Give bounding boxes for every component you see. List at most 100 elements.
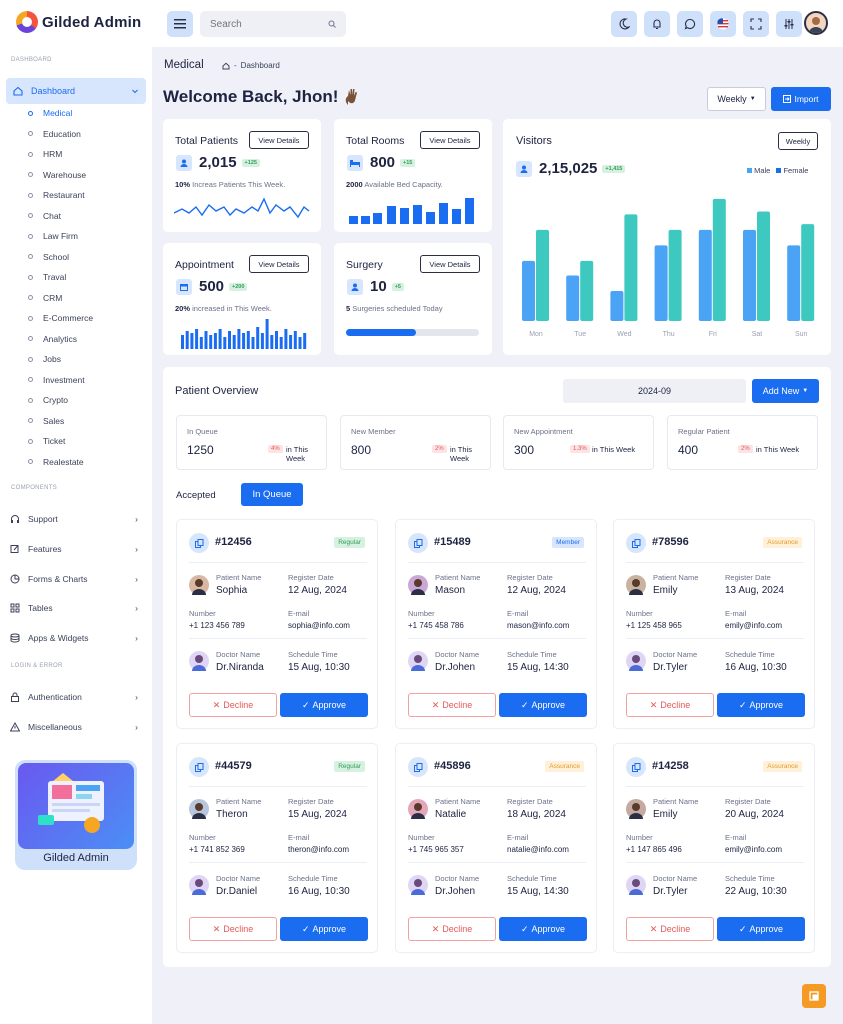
sidebar-subitem-sales[interactable]: Sales xyxy=(28,416,64,426)
approve-button[interactable]: ✓ Approve xyxy=(717,917,805,941)
decline-button[interactable]: ✕ Decline xyxy=(408,693,496,717)
search-input[interactable] xyxy=(210,18,310,30)
user-icon xyxy=(520,165,528,173)
bullet-icon xyxy=(28,459,33,464)
menu-toggle-button[interactable] xyxy=(167,11,193,37)
divider xyxy=(189,786,367,787)
patient-email[interactable]: mason@info.com xyxy=(507,621,570,630)
sidebar-item-tables[interactable]: Tables › xyxy=(10,603,138,613)
sidebar-item-dashboard[interactable]: Dashboard xyxy=(6,78,146,104)
sidebar-item-features[interactable]: Features › xyxy=(10,544,138,554)
sidebar-subitem-chat[interactable]: Chat xyxy=(28,211,61,221)
decline-button[interactable]: ✕ Decline xyxy=(626,693,714,717)
decline-button[interactable]: ✕ Decline xyxy=(626,917,714,941)
approve-button[interactable]: ✓ Approve xyxy=(499,917,587,941)
home-icon[interactable] xyxy=(222,62,230,70)
messages-button[interactable] xyxy=(677,11,703,37)
sidebar-subitem-hrm[interactable]: HRM xyxy=(28,149,62,159)
search-icon[interactable] xyxy=(328,20,336,28)
user-avatar[interactable] xyxy=(804,11,828,35)
approve-button[interactable]: ✓ Approve xyxy=(499,693,587,717)
date-picker[interactable]: 2024-09 xyxy=(563,379,746,403)
bell-icon xyxy=(653,19,661,30)
sidebar-subitem-warehouse[interactable]: Warehouse xyxy=(28,170,86,180)
visitors-bar-female xyxy=(712,198,726,321)
add-new-button[interactable]: Add New ▼ xyxy=(752,379,819,403)
sidebar-item-apps-widgets[interactable]: Apps & Widgets › xyxy=(10,633,138,643)
sidebar-subitem-e-commerce[interactable]: E-Commerce xyxy=(28,313,93,323)
check-icon: ✓ xyxy=(738,699,747,710)
sidebar-subitem-education[interactable]: Education xyxy=(28,129,81,139)
breadcrumb-item[interactable]: Dashboard xyxy=(240,61,280,70)
rooms-mini-bars xyxy=(349,198,474,224)
stat-number: 800 xyxy=(370,154,396,171)
x-tick-label: Tue xyxy=(574,331,586,338)
overview-stat-percent: 4% xyxy=(268,445,283,453)
patient-email[interactable]: emily@info.com xyxy=(725,621,783,630)
notifications-button[interactable] xyxy=(644,11,670,37)
language-button[interactable] xyxy=(710,11,736,37)
sidebar-subitem-law-firm[interactable]: Law Firm xyxy=(28,231,78,241)
patient-email[interactable]: theron@info.com xyxy=(288,845,350,854)
patient-email[interactable]: natalie@info.com xyxy=(507,845,569,854)
overview-stat-value: 1250 xyxy=(187,443,214,457)
approve-button[interactable]: ✓ Approve xyxy=(280,693,368,717)
divider xyxy=(626,562,804,563)
sidebar-subitem-analytics[interactable]: Analytics xyxy=(28,334,77,344)
overview-stat-label: New Appointment xyxy=(514,427,573,436)
approve-button[interactable]: ✓ Approve xyxy=(280,917,368,941)
sidebar-item-support[interactable]: Support › xyxy=(10,514,138,524)
room-icon-box xyxy=(347,155,363,171)
sidebar-subitem-school[interactable]: School xyxy=(28,252,69,262)
sidebar-subitem-restaurant[interactable]: Restaurant xyxy=(28,190,85,200)
register-date: 12 Aug, 2024 xyxy=(288,585,347,596)
period-dropdown[interactable]: Weekly ▼ xyxy=(707,87,766,111)
sidebar-subitem-ticket[interactable]: Ticket xyxy=(28,436,65,446)
view-details-button[interactable]: View Details xyxy=(420,131,480,149)
stat-note-text: Available Bed Capacity. xyxy=(364,180,443,189)
decline-button[interactable]: ✕ Decline xyxy=(408,917,496,941)
approve-button[interactable]: ✓ Approve xyxy=(717,693,805,717)
decline-button[interactable]: ✕ Decline xyxy=(189,917,277,941)
sidebar-subitem-traval[interactable]: Traval xyxy=(28,272,66,282)
import-button[interactable]: Import xyxy=(771,87,831,111)
patient-email[interactable]: sophia@info.com xyxy=(288,621,350,630)
add-new-label: Add New xyxy=(762,386,800,396)
sidebar-subitem-realestate[interactable]: Realestate xyxy=(28,457,84,467)
stat-card-surgery: Surgery View Details 10 +5 5 Surgeries sc… xyxy=(334,243,492,355)
doctor-name-label: Doctor Name xyxy=(216,650,261,659)
tab-accepted[interactable]: Accepted xyxy=(176,490,216,501)
register-date: 20 Aug, 2024 xyxy=(725,809,784,820)
sidebar-item-forms-charts[interactable]: Forms & Charts › xyxy=(10,574,138,584)
appointment-bar xyxy=(223,337,227,349)
view-details-button[interactable]: View Details xyxy=(249,131,309,149)
decline-button[interactable]: ✕ Decline xyxy=(189,693,277,717)
sidebar-subitem-crypto[interactable]: Crypto xyxy=(28,395,68,405)
settings-fab[interactable] xyxy=(802,984,826,1008)
page-title: Medical xyxy=(164,59,204,71)
sidebar-subitem-jobs[interactable]: Jobs xyxy=(28,354,61,364)
sidebar-subitem-crm[interactable]: CRM xyxy=(28,293,62,303)
patient-email[interactable]: emily@info.com xyxy=(725,845,783,854)
tab-in-queue[interactable]: In Queue xyxy=(241,483,303,506)
sidebar-subitem-medical[interactable]: Medical xyxy=(28,108,72,118)
sidebar-item-miscellaneous[interactable]: Miscellaneous › xyxy=(10,722,138,732)
sidebar-item-authentication[interactable]: Authentication › xyxy=(10,692,138,702)
section-title-login: LOGIN & ERROR xyxy=(11,663,63,669)
chevron-right-icon: › xyxy=(135,722,138,732)
view-details-button[interactable]: View Details xyxy=(249,255,309,273)
settings-button[interactable] xyxy=(776,11,802,37)
chart-legend: Male Female xyxy=(747,166,808,175)
theme-toggle-button[interactable] xyxy=(611,11,637,37)
check-icon: ✓ xyxy=(301,923,310,934)
x-icon: ✕ xyxy=(431,699,440,710)
visitors-period-button[interactable]: Weekly xyxy=(778,132,818,150)
visitors-bar-female xyxy=(668,229,682,321)
sidebar-subitem-investment[interactable]: Investment xyxy=(28,375,85,385)
brand-logo[interactable]: Gilded Admin xyxy=(16,11,141,33)
view-details-button[interactable]: View Details xyxy=(420,255,480,273)
fullscreen-button[interactable] xyxy=(743,11,769,37)
doctor-avatar xyxy=(189,875,209,895)
bullet-icon xyxy=(28,213,33,218)
promo-card[interactable]: Gilded Admin xyxy=(15,760,137,870)
